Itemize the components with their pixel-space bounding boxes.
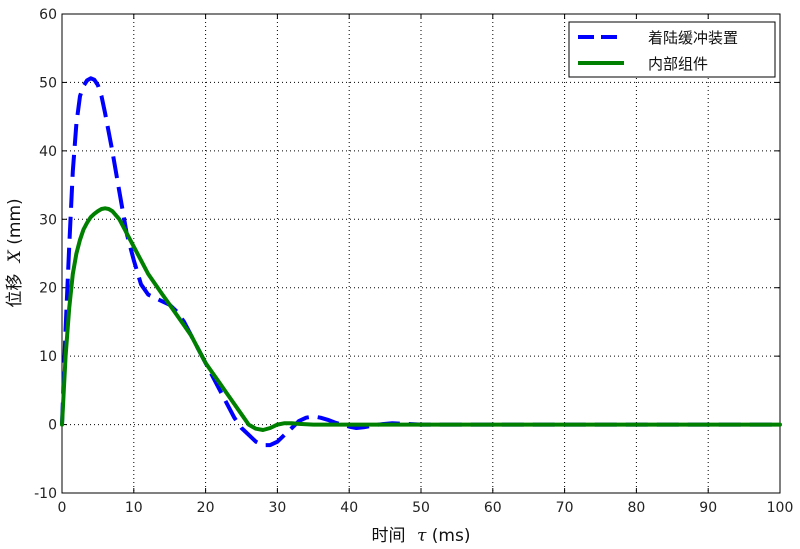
y-axis-label: 位移 X (mm) [5,198,25,307]
y-tick-label: 0 [48,418,57,434]
y-tick-label: 60 [39,7,57,23]
legend-box [568,21,776,78]
x-tick-label: 40 [340,500,358,516]
x-tick-label: 100 [767,500,794,516]
x-tick-label: 20 [197,500,215,516]
legend: 着陆缓冲装置 内部组件 [568,21,776,78]
y-tick-label: 50 [39,75,57,91]
x-axis-label: 时间 τ (ms) [372,526,471,546]
x-tick-label: 10 [125,500,143,516]
x-axis-label-unit: (ms) [432,526,471,546]
legend-label-series-1: 内部组件 [648,55,708,73]
x-tick-label: 70 [556,500,574,516]
plot-area [61,13,781,494]
y-tick-label: 30 [39,212,57,228]
x-tick-label: 50 [412,500,430,516]
y-tick-label: 20 [39,281,57,297]
x-tick-label: 0 [58,500,67,516]
legend-label-series-0: 着陆缓冲装置 [648,29,738,47]
x-tick-label: 90 [699,500,717,516]
y-tick-label: -10 [34,486,57,502]
series-lines [60,76,782,448]
x-tick-label: 60 [484,500,502,516]
x-tick-label: 80 [627,500,645,516]
y-tick-label: 10 [39,349,57,365]
series-line-1 [60,206,782,432]
y-axis-label-cn: 位移 [5,274,25,308]
x-tick-label: 30 [268,500,286,516]
x-axis-label-cn: 时间 [372,526,406,546]
y-axis-label-symbol: X [5,249,25,264]
y-tick-label: 40 [39,144,57,160]
x-axis-label-symbol: τ [417,526,427,546]
y-axis-label-unit: (mm) [5,198,25,244]
